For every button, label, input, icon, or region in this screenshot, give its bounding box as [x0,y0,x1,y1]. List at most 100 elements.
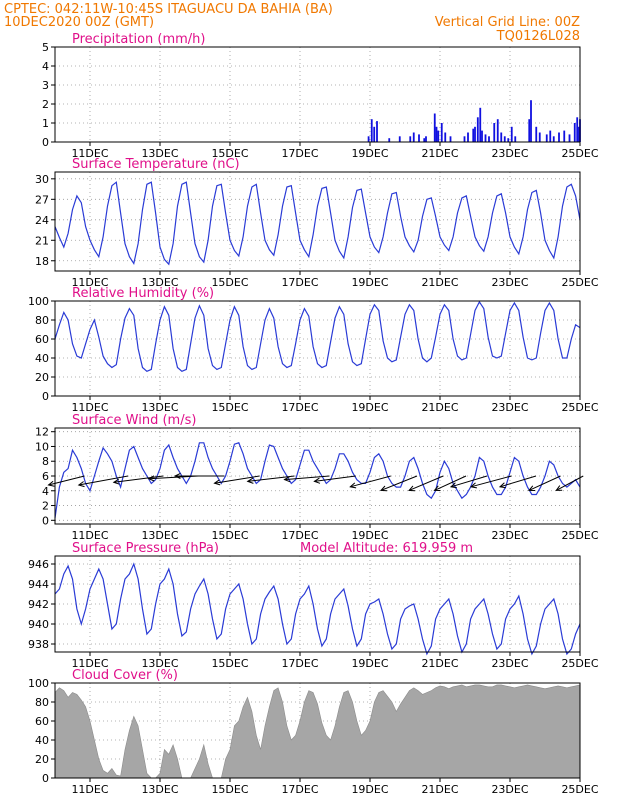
pressure-xtick-label: 17DEC [281,657,318,670]
wind-arrow [349,475,391,489]
precip-bar [409,136,412,142]
humidity-plot-area [55,301,580,396]
wind-arrow [498,475,537,489]
temperature-line [54,181,581,266]
wind-arrow-head [527,485,536,491]
precipitation-ytick-label: 4 [42,60,49,73]
precip-bar [576,117,579,142]
wind-arrow-shaft [450,475,488,488]
wind-arrow-head [498,482,506,489]
temperature-xtick-label: 13DEC [141,276,178,289]
precip-bar [538,132,541,142]
precip-bar [398,136,401,142]
precip-bar [500,132,503,142]
humidity-xtick-label: 11DEC [71,401,108,414]
wind-arrow [77,475,129,488]
cloud-xtick-label: 11DEC [71,783,108,796]
wind-arrow [408,475,444,492]
humidity-xtick-label: 19DEC [351,401,388,414]
wind-arrow-head [313,477,321,484]
precip-bar [425,136,427,142]
wind-xtick-label: 13DEC [141,529,178,542]
wind-arrow [527,475,561,491]
precipitation-xtick-label: 17DEC [281,147,318,160]
cloud-ytick-label: 0 [42,772,49,785]
precip-bar [503,136,506,142]
precip-bar [568,134,571,142]
humidity-xtick-label: 17DEC [281,401,318,414]
temperature-xtick-label: 19DEC [351,276,388,289]
precip-bar [437,130,440,142]
precip-bar [514,136,517,142]
precip-bar [558,132,560,142]
wind-arrow [213,475,260,486]
humidity-title: Relative Humidity (%) [72,286,214,301]
pressure-xtick-label: 23DEC [491,657,528,670]
cloud-xtick-label: 19DEC [351,783,388,796]
precipitation-ytick-label: 2 [42,98,49,111]
wind-arrow-shaft [556,475,584,491]
wind-arrow-shaft [350,475,391,488]
precip-bar [481,130,483,142]
wind-arrow-head [47,480,55,487]
precip-bar [573,123,576,142]
wind-xtick-label: 25DEC [561,529,598,542]
pressure-ytick-label: 938 [28,638,49,651]
precip-bar [373,126,376,142]
precip-bar [474,126,476,142]
panels: 0 12 3 4 5 11DEC 13DEC 15DEC 17DEC 19DEC 21DEC 23DE… [28,32,599,796]
wind-arrow-head [449,482,457,489]
temperature-xtick-label: 21DEC [421,276,458,289]
cloud-ytick-label: 40 [35,734,49,747]
pressure-ytick-label: 944 [28,578,49,591]
wind-arrow-head [349,482,357,489]
pressure-plot-area [55,556,580,652]
wind-arrow [313,475,356,484]
cloud-xtick-label: 13DEC [141,783,178,796]
precip-bar [496,119,499,142]
wind-arrow [379,475,418,492]
wind-ytick-label: 12 [35,426,49,439]
precipitation-panel: 0 1 2 3 4 5 11DEC 13DEC 15DEC 17DEC 19DEC 21DEC 23DE… [42,32,599,160]
cloud-ytick-label: 80 [35,696,49,709]
precip-bar [435,126,438,142]
pressure-panel: 938 940 942 944 946 11DEC 13DEC 15DEC 17DEC 19DEC… [28,541,599,670]
precip-bar [552,136,555,142]
wind-arrow-shaft [408,475,444,491]
pressure-ytick-label: 942 [28,598,49,611]
wind-arrow-head [246,477,254,484]
wind-arrow-head [283,476,291,483]
precip-bar [412,132,415,142]
pressure-ytick-label: 940 [28,618,49,631]
precipitation-title: Precipitation (mm/h) [72,32,205,47]
precip-bar [493,123,496,142]
humidity-line [54,300,581,372]
wind-ytick-label: 0 [42,514,49,527]
precip-bar [472,128,475,142]
wind-arrow-head [379,485,388,492]
wind-arrow-head [173,472,181,480]
wind-arrow [173,472,225,480]
precipitation-ytick-label: 3 [42,79,49,92]
precipitation-ytick-label: 5 [42,41,49,54]
temperature-xtick-label: 11DEC [71,276,108,289]
precip-bar [467,132,469,142]
wind-arrow-shaft [434,475,467,491]
precipitation-xtick-label: 13DEC [141,147,178,160]
temperature-plot-area [55,172,580,271]
humidity-panel: 0 20 40 60 80 100 11DEC 13DEC 15DEC 17DEC 19DEC 21D… [28,286,599,414]
cloud-cover-area [54,684,581,779]
precip-bar [440,123,443,142]
precipitation-xtick-label: 19DEC [351,147,388,160]
wind-arrow-head [147,475,155,482]
humidity-xtick-label: 13DEC [141,401,178,414]
wind-arrow-shaft [113,475,164,483]
wind-arrow-shaft [499,475,537,488]
wind-xtick-label: 15DEC [211,529,248,542]
wind-arrow-shaft [470,475,512,488]
wind-arrow-head [469,482,477,489]
precip-bar [449,136,452,142]
cloud-title: Cloud Cover (%) [72,668,178,683]
pressure-xtick-label: 11DEC [71,657,108,670]
